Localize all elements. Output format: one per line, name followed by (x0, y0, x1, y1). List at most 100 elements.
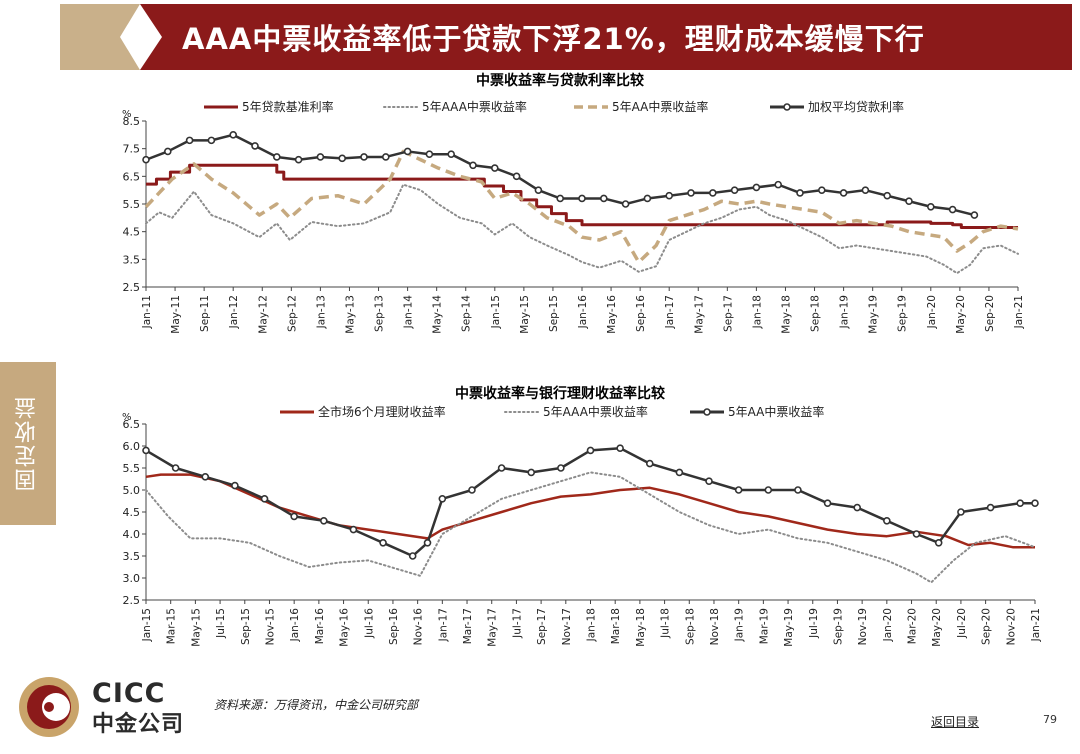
series-3-point (705, 477, 713, 485)
series-3-point (557, 464, 565, 472)
x-tick-label: Mar-15 (166, 608, 178, 644)
x-tick-label: Jan-16 (577, 295, 589, 330)
y-tick-label: 3.5 (123, 253, 141, 266)
series-4-point (905, 197, 913, 206)
series-3-point (438, 495, 447, 503)
series-3-point (423, 539, 432, 547)
x-tick-label: Jan-21 (1030, 608, 1042, 642)
series-4-point (251, 142, 259, 150)
x-tick-label: Jan-15 (141, 608, 153, 642)
x-tick-label: Sep-12 (286, 295, 298, 332)
x-tick-label: Jan-14 (403, 295, 415, 330)
y-tick-label: 3.0 (123, 572, 141, 585)
y-tick-label: 6.0 (123, 440, 141, 453)
series-4-point (512, 172, 521, 181)
x-tick-label: Jan-17 (437, 608, 449, 642)
x-tick-label: Mar-18 (610, 608, 622, 644)
y-tick-label: 2.5 (123, 594, 141, 607)
series-3-point (527, 468, 536, 477)
y-tick-label: 4.0 (123, 528, 141, 541)
y-tick-label: 7.5 (123, 143, 141, 156)
series-4-point (621, 200, 630, 208)
y-axis-unit: % (122, 412, 132, 423)
series-3-point (616, 444, 624, 453)
page-title: AAA中票收益率低于贷款下浮21%，理财成本缓慢下行 (182, 22, 925, 56)
series-4-point (207, 136, 216, 145)
legend-label-4: 加权平均贷款利率 (808, 99, 904, 114)
series-3-point (260, 495, 269, 503)
y-axis-unit: % (122, 109, 132, 120)
series-3-point (734, 486, 743, 494)
series-4-line (145, 133, 975, 217)
logo-text-cn: 中金公司 (92, 712, 185, 737)
series-3-point (764, 486, 773, 494)
series-4-point (490, 164, 499, 172)
series-3-point (290, 512, 298, 521)
series-3-point (379, 539, 387, 547)
x-tick-label: Sep-20 (981, 608, 993, 645)
x-tick-label: May-13 (344, 295, 356, 334)
x-tick-label: Nov-15 (264, 608, 276, 645)
x-tick-label: May-15 (519, 295, 531, 334)
x-tick-label: Mar-17 (462, 608, 474, 644)
series-4-point (687, 189, 695, 197)
banner-red-band (140, 4, 1072, 70)
banner-gold-tab (60, 4, 140, 70)
x-tick-label: Sep-16 (635, 295, 647, 332)
x-tick-label: Jan-11 (141, 295, 153, 329)
series-4-point (643, 194, 652, 203)
series-4-point (817, 186, 826, 194)
series-4-point (752, 183, 761, 192)
x-tick-label: Jan-19 (839, 295, 851, 329)
x-tick-label: Jan-20 (882, 608, 894, 642)
x-tick-label: Nov-17 (561, 608, 573, 645)
back-to-contents-link[interactable]: 返回目录 (931, 715, 980, 729)
series-3-point (853, 503, 862, 512)
x-tick-label: Nov-19 (857, 608, 869, 645)
series-3-point (497, 464, 506, 472)
series-4-point (338, 154, 347, 163)
series-3-line (144, 149, 1019, 264)
x-tick-label: May-15 (190, 608, 202, 647)
x-tick-label: May-17 (487, 608, 499, 647)
x-tick-label: Sep-20 (984, 295, 996, 332)
series-3-point (468, 486, 476, 494)
series-4-point (164, 147, 172, 156)
x-tick-label: Jan-13 (315, 295, 327, 329)
x-tick-label: Jul-19 (808, 608, 820, 639)
series-4-point (578, 194, 586, 203)
x-tick-label: Sep-19 (832, 608, 844, 645)
title-banner: AAA中票收益率低于贷款下浮21%，理财成本缓慢下行 (0, 0, 1080, 74)
legend-label-3: 5年AA中票收益率 (728, 404, 824, 419)
series-4-point (447, 150, 456, 158)
series-4-point (665, 191, 674, 200)
x-tick-label: Sep-16 (388, 608, 400, 645)
series-4-point (229, 131, 237, 139)
section-tab[interactable]: 固定收益 (0, 362, 56, 525)
legend-label-3: 5年AA中票收益率 (612, 99, 708, 114)
series-3-point (1031, 499, 1039, 507)
x-tick-label: Nov-18 (709, 608, 721, 645)
series-4-point (316, 153, 325, 161)
series-3-point (171, 464, 180, 472)
legend-marker-4 (783, 103, 791, 111)
x-tick-label: Sep-15 (240, 608, 252, 645)
series-3-point (1016, 499, 1024, 507)
series-4-point (469, 161, 477, 170)
series-4-point (839, 189, 848, 197)
source-note: 资料来源：万得资讯，中金公司研究部 (214, 698, 419, 712)
x-tick-label: May-18 (635, 608, 647, 647)
y-tick-label: 4.5 (123, 506, 141, 519)
series-3-point (645, 459, 654, 468)
x-tick-label: Jan-18 (586, 608, 598, 642)
x-tick-label: May-18 (780, 295, 792, 334)
legend-label-1: 全市场6个月理财收益率 (318, 404, 446, 419)
x-tick-label: Jan-12 (228, 295, 240, 329)
x-tick-label: Jan-21 (1013, 295, 1025, 329)
x-tick-label: Jul-18 (660, 608, 672, 639)
series-4-point (926, 202, 935, 211)
x-tick-label: Sep-18 (810, 295, 822, 332)
legend-marker-3 (703, 408, 711, 416)
y-tick-label: 6.5 (123, 418, 141, 431)
series-4-point (534, 186, 543, 194)
